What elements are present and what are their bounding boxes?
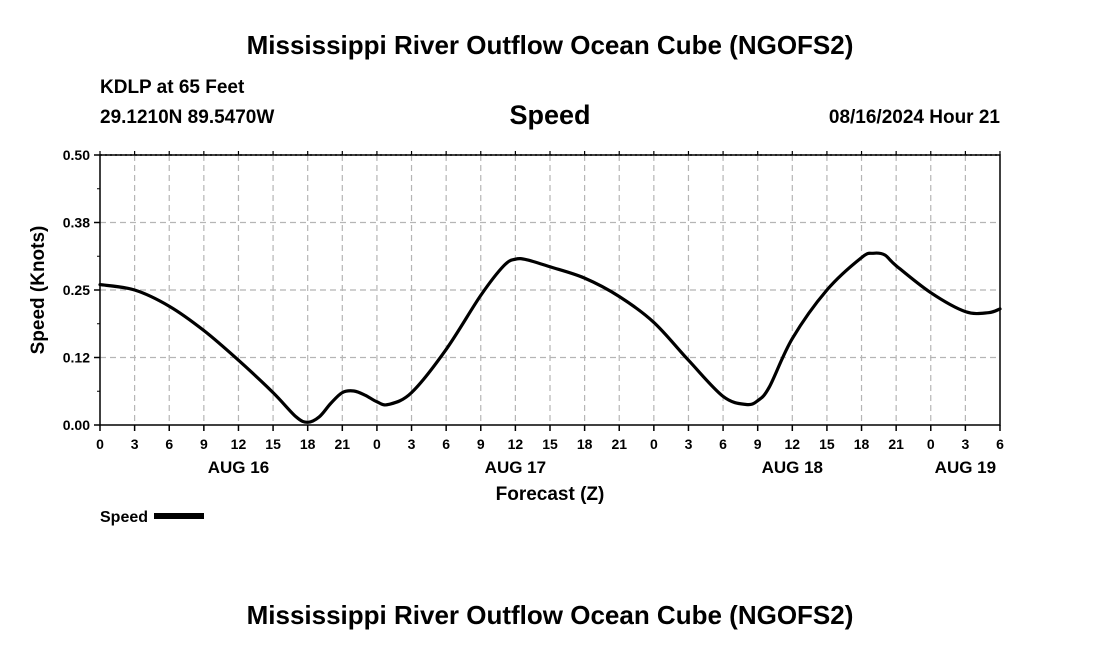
date-label: AUG 16 (208, 458, 269, 477)
legend-label: Speed (100, 509, 149, 526)
y-tick-label: 0.25 (63, 282, 90, 298)
station-name-depth: KDLP at 65 Feet (100, 77, 245, 98)
x-tick-label: 15 (265, 436, 281, 452)
y-tick-label: 0.38 (63, 215, 90, 231)
x-axis-label: Forecast (Z) (496, 484, 605, 505)
x-tick-label: 21 (335, 436, 351, 452)
grid-lines (100, 154, 1000, 425)
x-tick-label: 3 (685, 436, 693, 452)
x-tick-label: 12 (785, 436, 801, 452)
x-tick-label: 15 (542, 436, 558, 452)
station-coordinates: 29.1210N 89.5470W (100, 107, 275, 128)
x-tick-label: 21 (888, 436, 904, 452)
x-tick-label: 6 (165, 436, 173, 452)
x-tick-label: 3 (131, 436, 139, 452)
x-tick-label: 12 (231, 436, 247, 452)
y-tick-label: 0.12 (63, 350, 90, 366)
x-tick-label: 3 (408, 436, 416, 452)
chart-title: Speed (509, 100, 591, 130)
x-tick-label: 3 (961, 436, 969, 452)
x-tick-label: 18 (577, 436, 593, 452)
x-tick-label: 9 (754, 436, 762, 452)
speed-series-line (98, 251, 1002, 424)
x-tick-label: 12 (508, 436, 524, 452)
x-tick-label: 9 (477, 436, 485, 452)
legend-swatch (154, 512, 205, 519)
y-tick-label: 0.00 (63, 417, 90, 433)
x-tick-label: 18 (300, 436, 316, 452)
y-axis-label: Speed (Knots) (28, 226, 49, 355)
x-tick-label: 21 (611, 436, 627, 452)
page-title: Mississippi River Outflow Ocean Cube (NG… (246, 30, 854, 60)
x-tick-label: 0 (650, 436, 658, 452)
footer-title: Mississippi River Outflow Ocean Cube (NG… (246, 600, 854, 630)
x-tick-label: 0 (373, 436, 381, 452)
forecast-datetime: 08/16/2024 Hour 21 (828, 107, 1000, 128)
date-label: AUG 18 (762, 458, 823, 477)
x-tick-label: 15 (819, 436, 835, 452)
date-labels: AUG 16 AUG 17 AUG 18 AUG 19 (208, 458, 996, 477)
y-tick-label: 0.50 (63, 147, 90, 163)
x-tick-label: 0 (927, 436, 935, 452)
x-tick-label: 6 (996, 436, 1004, 452)
y-axis-ticks: 0.00 0.12 0.25 0.38 0.50 (63, 147, 100, 433)
date-label: AUG 19 (935, 458, 996, 477)
x-tick-label: 6 (719, 436, 727, 452)
x-tick-label: 6 (442, 436, 450, 452)
x-tick-label: 9 (200, 436, 208, 452)
date-label: AUG 17 (485, 458, 546, 477)
x-axis-ticks: 0 3 6 9 12 15 18 21 0 3 6 9 12 15 18 21 0 3 6 9 12 15 18 21 0 3 6 (96, 151, 1004, 452)
x-tick-label: 18 (854, 436, 870, 452)
x-tick-label: 0 (96, 436, 104, 452)
legend: Speed (100, 509, 205, 527)
speed-chart: 0.00 0.12 0.25 0.38 0.50 0 3 6 9 12 15 18 21 0 3 6 9 12 1… (28, 147, 1004, 505)
